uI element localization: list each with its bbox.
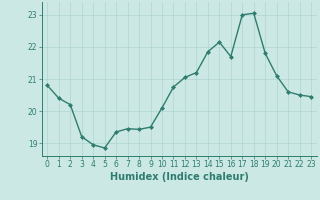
X-axis label: Humidex (Indice chaleur): Humidex (Indice chaleur) xyxy=(110,172,249,182)
